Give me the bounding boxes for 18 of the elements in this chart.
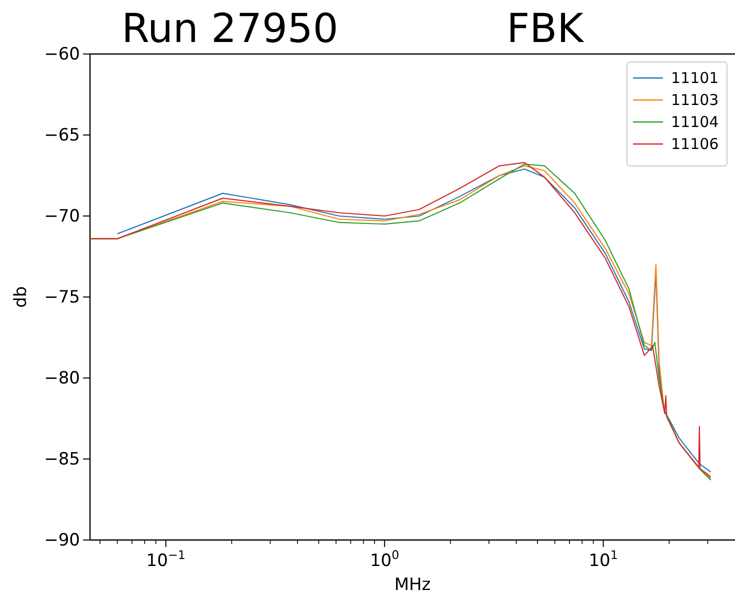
y-axis-title: db [11, 286, 31, 308]
y-tick-label: −65 [44, 125, 80, 146]
y-tick-label: −75 [44, 287, 80, 308]
x-tick-label: 10$^{0}$ [370, 548, 400, 572]
chart-title: Run 27950 [122, 6, 338, 52]
x-tick-label: 10$^{−1}$ [146, 548, 186, 572]
x-axis-title: MHz [394, 575, 431, 595]
legend-label: 11106 [671, 135, 719, 153]
y-tick-label: −60 [44, 44, 80, 64]
chart-subtitle: FBK [506, 6, 586, 52]
legend-label: 11103 [671, 91, 719, 109]
x-tick-label: 10$^{1}$ [588, 548, 618, 572]
y-tick-label: −85 [44, 449, 80, 470]
legend-label: 11101 [671, 69, 719, 87]
y-tick-label: −70 [44, 206, 80, 226]
legend-label: 11104 [671, 113, 719, 131]
y-tick-label: −80 [44, 368, 80, 388]
y-tick-label: −90 [44, 530, 80, 550]
